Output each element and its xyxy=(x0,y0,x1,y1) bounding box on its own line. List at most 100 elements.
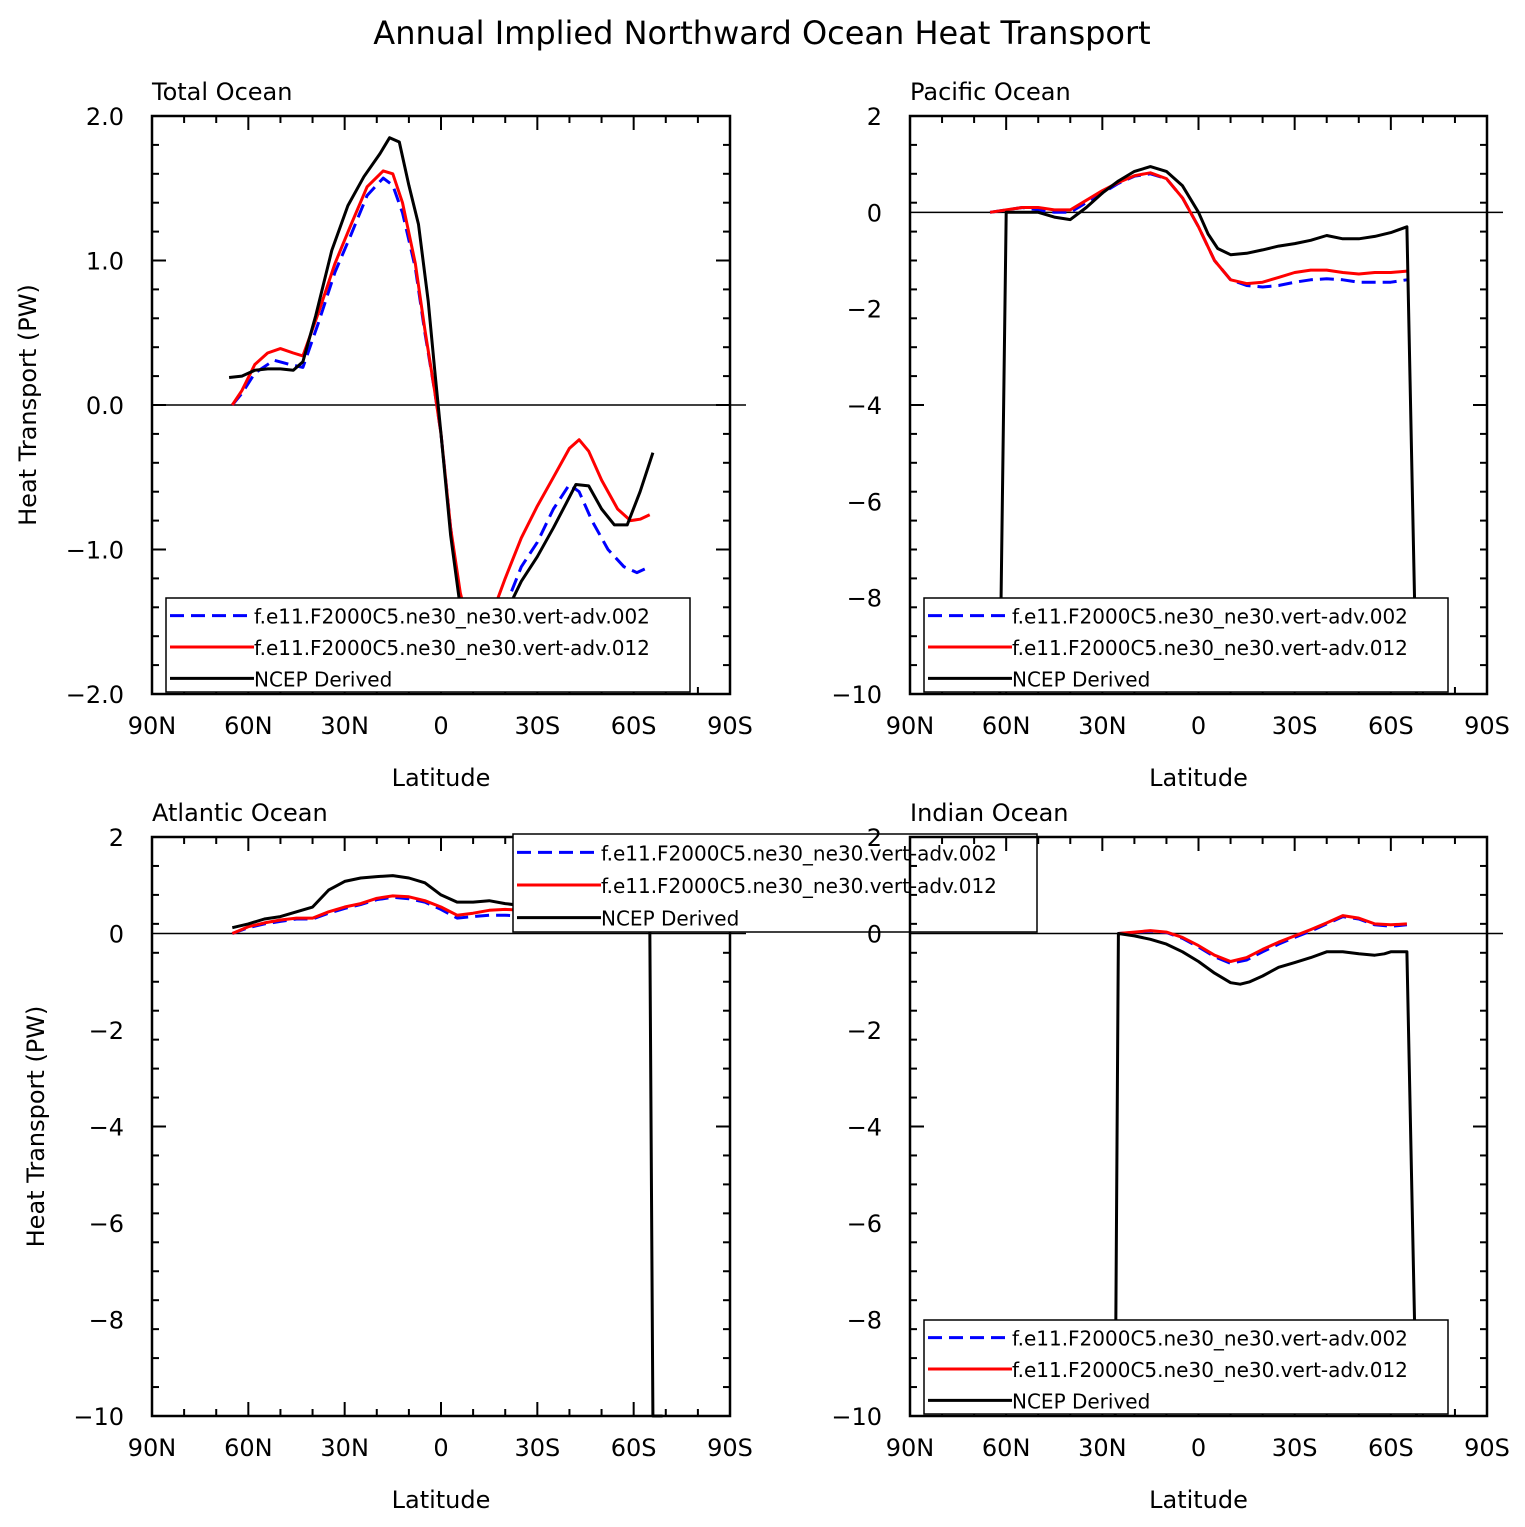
y-tick-label: −2 xyxy=(89,1017,124,1045)
legend: f.e11.F2000C5.ne30_ne30.vert-adv.002 f.e1… xyxy=(923,1319,1449,1415)
y-tick-label: 2 xyxy=(109,824,124,852)
series-line-1 xyxy=(1118,914,1407,963)
x-tick-label: 90N xyxy=(128,1434,177,1462)
x-tick-label: 90S xyxy=(707,712,753,740)
y-tick-label: −4 xyxy=(847,392,882,420)
legend-label-0: f.e11.F2000C5.ne30_ne30.vert-adv.002 xyxy=(601,841,997,865)
legend-box xyxy=(923,1319,1449,1415)
y-tick-label: 2.0 xyxy=(86,103,124,131)
x-tick-label: 90N xyxy=(128,712,177,740)
legend-label-1: f.e11.F2000C5.ne30_ne30.vert-adv.012 xyxy=(1012,1358,1408,1382)
x-tick-label: 60N xyxy=(224,712,273,740)
x-tick-label: 60S xyxy=(1368,712,1414,740)
x-tick-label: 90S xyxy=(707,1434,753,1462)
series-line-1 xyxy=(989,171,1408,286)
y-tick-label: −2 xyxy=(847,296,882,324)
y-tick-label: 0 xyxy=(109,921,124,949)
x-tick-label: 90S xyxy=(1464,1434,1510,1462)
y-axis-label: Heat Transport (PW) xyxy=(14,284,42,526)
legend-label-2: NCEP Derived xyxy=(254,667,392,691)
figure-title: Annual Implied Northward Ocean Heat Tran… xyxy=(373,14,1150,52)
series-group xyxy=(989,165,1418,695)
x-tick-label: 90N xyxy=(886,1434,935,1462)
x-tick-label: 0 xyxy=(433,1434,448,1462)
panel-3: Indian Ocean 90N 60N 30N 0 30S 60S 90S −10 −8 −6 −4… xyxy=(831,799,1510,1514)
x-tick-label: 30N xyxy=(1078,712,1127,740)
x-tick-label: 90S xyxy=(1464,712,1510,740)
legend-label-1: f.e11.F2000C5.ne30_ne30.vert-adv.012 xyxy=(254,636,650,660)
y-tick-label: 0.0 xyxy=(86,392,124,420)
legend: f.e11.F2000C5.ne30_ne30.vert-adv.002 f.e1… xyxy=(923,597,1449,693)
x-tick-label: 30N xyxy=(320,712,369,740)
x-tick-label: 60N xyxy=(224,1434,273,1462)
series-line-2 xyxy=(1113,932,1418,1417)
y-tick-label: −1.0 xyxy=(66,537,124,565)
x-tick-label: 0 xyxy=(1191,712,1206,740)
x-tick-label: 60S xyxy=(1368,1434,1414,1462)
x-tick-label: 30S xyxy=(514,1434,560,1462)
y-axis-label: Heat Transport (PW) xyxy=(22,1006,50,1248)
y-tick-label: −6 xyxy=(89,1210,124,1238)
legend-label-0: f.e11.F2000C5.ne30_ne30.vert-adv.002 xyxy=(1012,1327,1408,1351)
x-axis-label: Latitude xyxy=(392,1486,491,1514)
y-tick-label: −4 xyxy=(847,1114,882,1142)
x-tick-label: 60S xyxy=(611,712,657,740)
x-axis-label: Latitude xyxy=(1149,764,1248,792)
y-tick-label: −8 xyxy=(89,1307,124,1335)
legend-label-2: NCEP Derived xyxy=(601,907,739,931)
y-tick-label: −4 xyxy=(89,1114,124,1142)
series-group xyxy=(231,874,663,1418)
x-tick-label: 60S xyxy=(611,1434,657,1462)
panel-0: Total Ocean 90N 60N 30N 0 30S 60S 90S −2.0 −1.0 0.… xyxy=(14,78,753,792)
panel-title: Pacific Ocean xyxy=(910,78,1071,106)
panels: Total Ocean 90N 60N 30N 0 30S 60S 90S −2.0 −1.0 0.… xyxy=(14,78,1510,1514)
series-line-1 xyxy=(231,169,651,638)
legend: f.e11.F2000C5.ne30_ne30.vert-adv.002 f.e1… xyxy=(512,833,1038,933)
y-tick-label: −2.0 xyxy=(66,681,124,709)
panel-title: Atlantic Ocean xyxy=(152,799,328,827)
y-tick-label: −8 xyxy=(847,1307,882,1335)
x-tick-label: 0 xyxy=(433,712,448,740)
series-group xyxy=(1113,914,1418,1417)
y-tick-label: 2 xyxy=(867,103,882,131)
panel-1: Pacific Ocean 90N 60N 30N 0 30S 60S 90S −10 −8 −6 −… xyxy=(831,78,1510,792)
y-tick-label: −6 xyxy=(847,1210,882,1238)
series-line-0 xyxy=(231,176,651,667)
panel-title: Total Ocean xyxy=(151,78,292,106)
panel-2: Atlantic Ocean 90N 60N 30N 0 30S 60S 90S −10 −8 −6… xyxy=(22,799,1038,1514)
legend-label-2: NCEP Derived xyxy=(1012,1389,1150,1413)
y-tick-label: −2 xyxy=(847,1017,882,1045)
legend-box xyxy=(165,597,691,693)
x-tick-label: 30N xyxy=(1078,1434,1127,1462)
y-tick-label: −10 xyxy=(73,1403,124,1431)
panel-title: Indian Ocean xyxy=(910,799,1069,827)
x-tick-label: 30S xyxy=(1272,712,1318,740)
y-tick-label: 0 xyxy=(867,921,882,949)
legend-label-0: f.e11.F2000C5.ne30_ne30.vert-adv.002 xyxy=(254,605,650,629)
legend-box xyxy=(923,597,1449,693)
y-tick-label: −8 xyxy=(847,585,882,613)
x-tick-label: 0 xyxy=(1191,1434,1206,1462)
x-axis-label: Latitude xyxy=(1149,1486,1248,1514)
x-tick-label: 60N xyxy=(982,712,1031,740)
legend-label-2: NCEP Derived xyxy=(1012,667,1150,691)
x-tick-label: 30S xyxy=(514,712,560,740)
x-tick-label: 30S xyxy=(1272,1434,1318,1462)
legend-label-1: f.e11.F2000C5.ne30_ne30.vert-adv.012 xyxy=(1012,636,1408,660)
x-axis-label: Latitude xyxy=(392,764,491,792)
y-tick-label: −10 xyxy=(831,681,882,709)
x-tick-label: 60N xyxy=(982,1434,1031,1462)
y-tick-label: 1.0 xyxy=(86,248,124,276)
series-line-0 xyxy=(989,172,1408,289)
legend-label-1: f.e11.F2000C5.ne30_ne30.vert-adv.012 xyxy=(601,874,997,898)
series-line-0 xyxy=(1118,915,1408,965)
legend: f.e11.F2000C5.ne30_ne30.vert-adv.002 f.e1… xyxy=(165,597,691,693)
y-tick-label: 2 xyxy=(867,824,882,852)
legend-label-0: f.e11.F2000C5.ne30_ne30.vert-adv.002 xyxy=(1012,605,1408,629)
series-group xyxy=(228,136,655,667)
y-tick-label: −10 xyxy=(831,1403,882,1431)
series-line-2 xyxy=(998,165,1418,695)
series-line-2 xyxy=(231,874,663,1418)
x-tick-label: 30N xyxy=(320,1434,369,1462)
